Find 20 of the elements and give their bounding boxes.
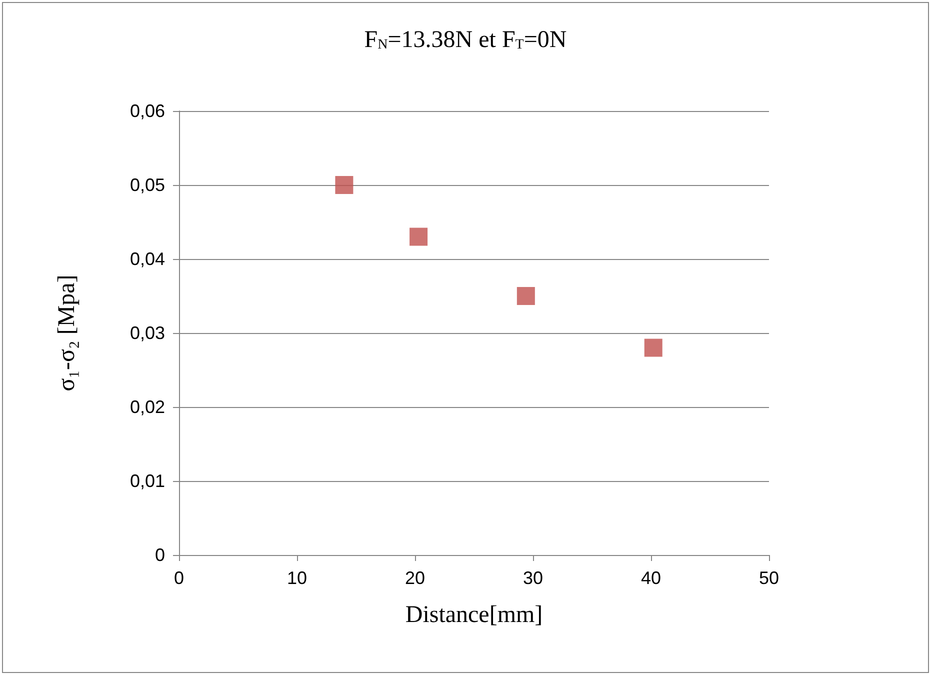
chart-title: FN=13.38N et FT=0N — [364, 27, 567, 53]
x-tick-label: 30 — [522, 568, 544, 588]
y-axis-title: σ₁-σ₂ [Mpa] — [54, 274, 80, 392]
point — [335, 176, 354, 194]
x-axis-title: Distance[mm] — [405, 602, 543, 628]
y-tick-label: 0,04 — [130, 249, 165, 269]
y-tick-label: 0,02 — [130, 397, 165, 417]
x-tick-label: 40 — [640, 568, 662, 588]
point — [516, 287, 535, 305]
x-tick-label: 0 — [174, 568, 184, 588]
y-tick-label: 0 — [154, 545, 165, 565]
y-tick-label: 0,03 — [130, 323, 165, 343]
x-tick-label: 20 — [404, 568, 426, 588]
y-tick-label: 0,06 — [130, 101, 165, 121]
x-tick-label: 10 — [286, 568, 308, 588]
point — [644, 338, 662, 357]
point — [410, 228, 428, 246]
y-tick-label: 0,01 — [130, 471, 165, 491]
x-tick-label: 50 — [758, 568, 780, 588]
y-tick-label: 0,05 — [130, 175, 165, 195]
